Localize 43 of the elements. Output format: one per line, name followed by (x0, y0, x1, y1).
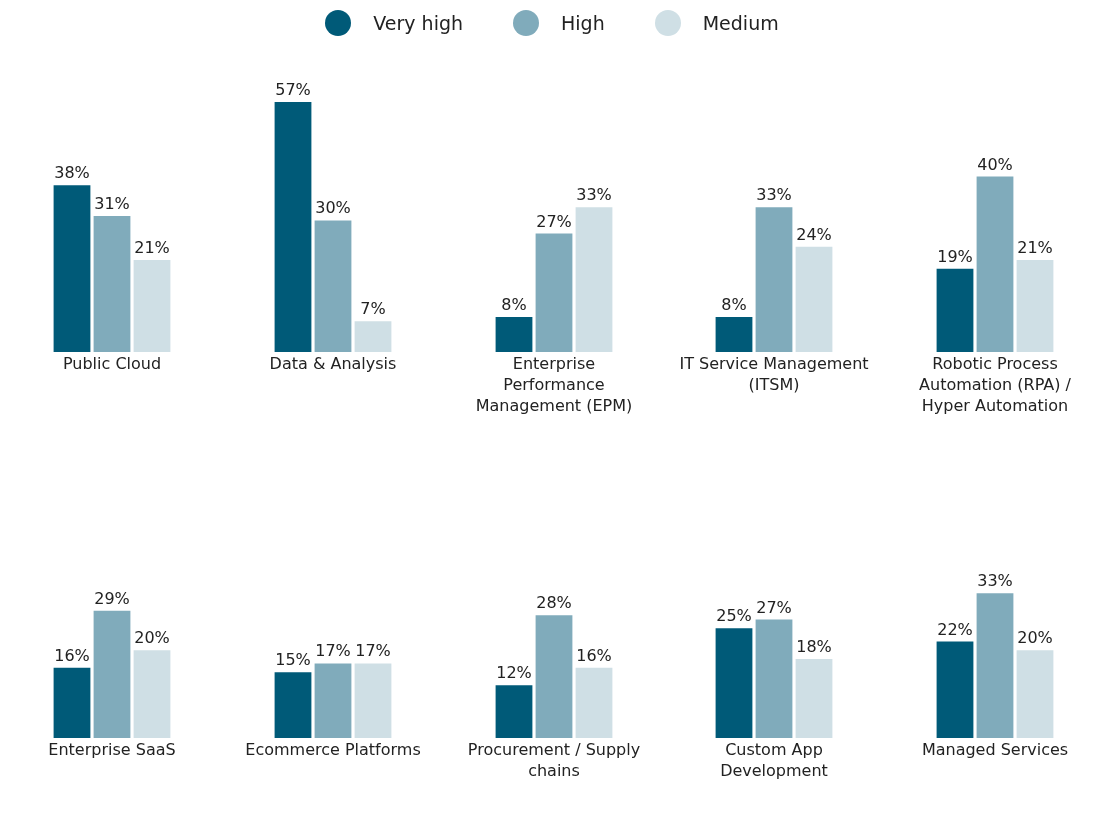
data-label: 31% (94, 194, 130, 214)
x-tick-label: Enterprise SaaS (48, 740, 176, 759)
data-label: 21% (1017, 237, 1053, 257)
data-label: 33% (977, 571, 1013, 591)
data-label: 20% (134, 628, 170, 648)
data-label: 25% (716, 606, 753, 626)
x-tick-label: Robotic Process Automation (RPA) / Hyper Automation (919, 354, 1072, 415)
data-label: 18% (796, 637, 833, 657)
x-tick-label: Managed Services (922, 740, 1069, 759)
data-label: 12% (495, 663, 532, 683)
data-label: 17% (355, 641, 391, 661)
data-label: 40% (977, 154, 1013, 174)
data-label: 21% (134, 237, 170, 257)
data-label: 33% (575, 185, 612, 205)
x-tick-label: IT Service Management (ITSM) (679, 354, 869, 394)
data-label: 38% (54, 163, 90, 183)
data-label: 28% (535, 593, 572, 613)
data-label: 27% (756, 597, 793, 617)
data-label: 17% (315, 641, 351, 661)
x-tick-label: Enterprise Performance Management (EPM) (475, 354, 632, 415)
x-tick-label: Data & Analysis (269, 354, 397, 373)
data-label: 22% (937, 619, 973, 639)
x-tick-label: Procurement / Supply chains (467, 740, 640, 780)
data-label: 8% (721, 294, 748, 314)
legend-label: Medium (702, 12, 779, 34)
data-label: 27% (535, 211, 572, 231)
data-label: 16% (54, 645, 90, 665)
legend-label: Very high (373, 12, 464, 34)
data-label: 7% (360, 299, 386, 319)
data-label: 33% (756, 185, 793, 205)
data-label: 16% (575, 645, 612, 665)
data-label: 20% (1017, 628, 1053, 648)
x-tick-label: Ecommerce Platforms (245, 740, 421, 759)
data-label: 57% (275, 80, 311, 99)
data-label: 8% (500, 294, 527, 314)
x-tick-label: Public Cloud (62, 354, 162, 373)
data-label: 29% (94, 588, 130, 608)
data-label: 15% (275, 650, 311, 670)
data-label: 30% (315, 198, 351, 218)
data-label: 19% (937, 246, 973, 266)
data-label: 24% (796, 224, 833, 244)
legend-label: High (561, 12, 605, 34)
x-tick-label: Custom App Development (720, 740, 829, 780)
